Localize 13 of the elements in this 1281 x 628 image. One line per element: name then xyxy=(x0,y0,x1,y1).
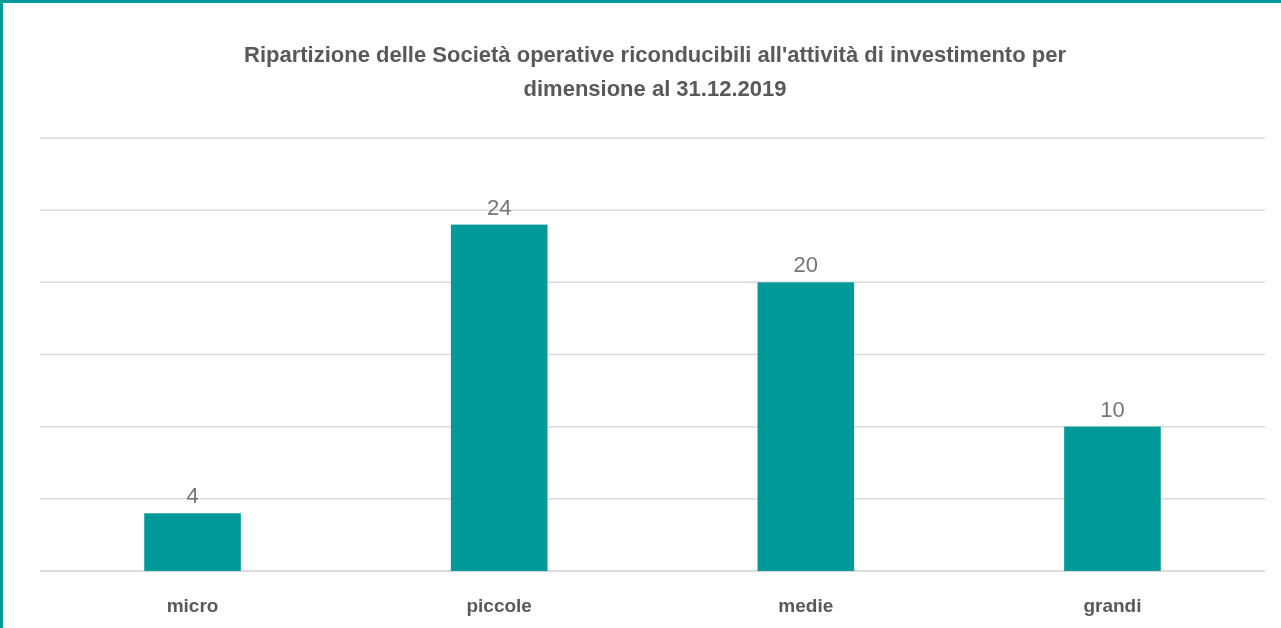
data-label: 10 xyxy=(1100,396,1125,422)
chart-title: Ripartizione delle Società operative riconducibili all'attività di investimento per dimensione al 31.12.2019 xyxy=(244,42,1067,101)
x-tick-label: micro xyxy=(166,595,219,616)
x-tick-label: grandi xyxy=(1083,595,1142,616)
data-label: 4 xyxy=(186,483,199,509)
data-label: 20 xyxy=(793,252,819,278)
bar xyxy=(144,513,241,571)
bar xyxy=(450,224,548,571)
bar xyxy=(757,282,855,571)
bar xyxy=(1064,426,1161,571)
x-tick-label: medie xyxy=(778,595,834,616)
x-tick-label: piccole xyxy=(466,595,532,616)
data-label: 24 xyxy=(486,194,512,220)
